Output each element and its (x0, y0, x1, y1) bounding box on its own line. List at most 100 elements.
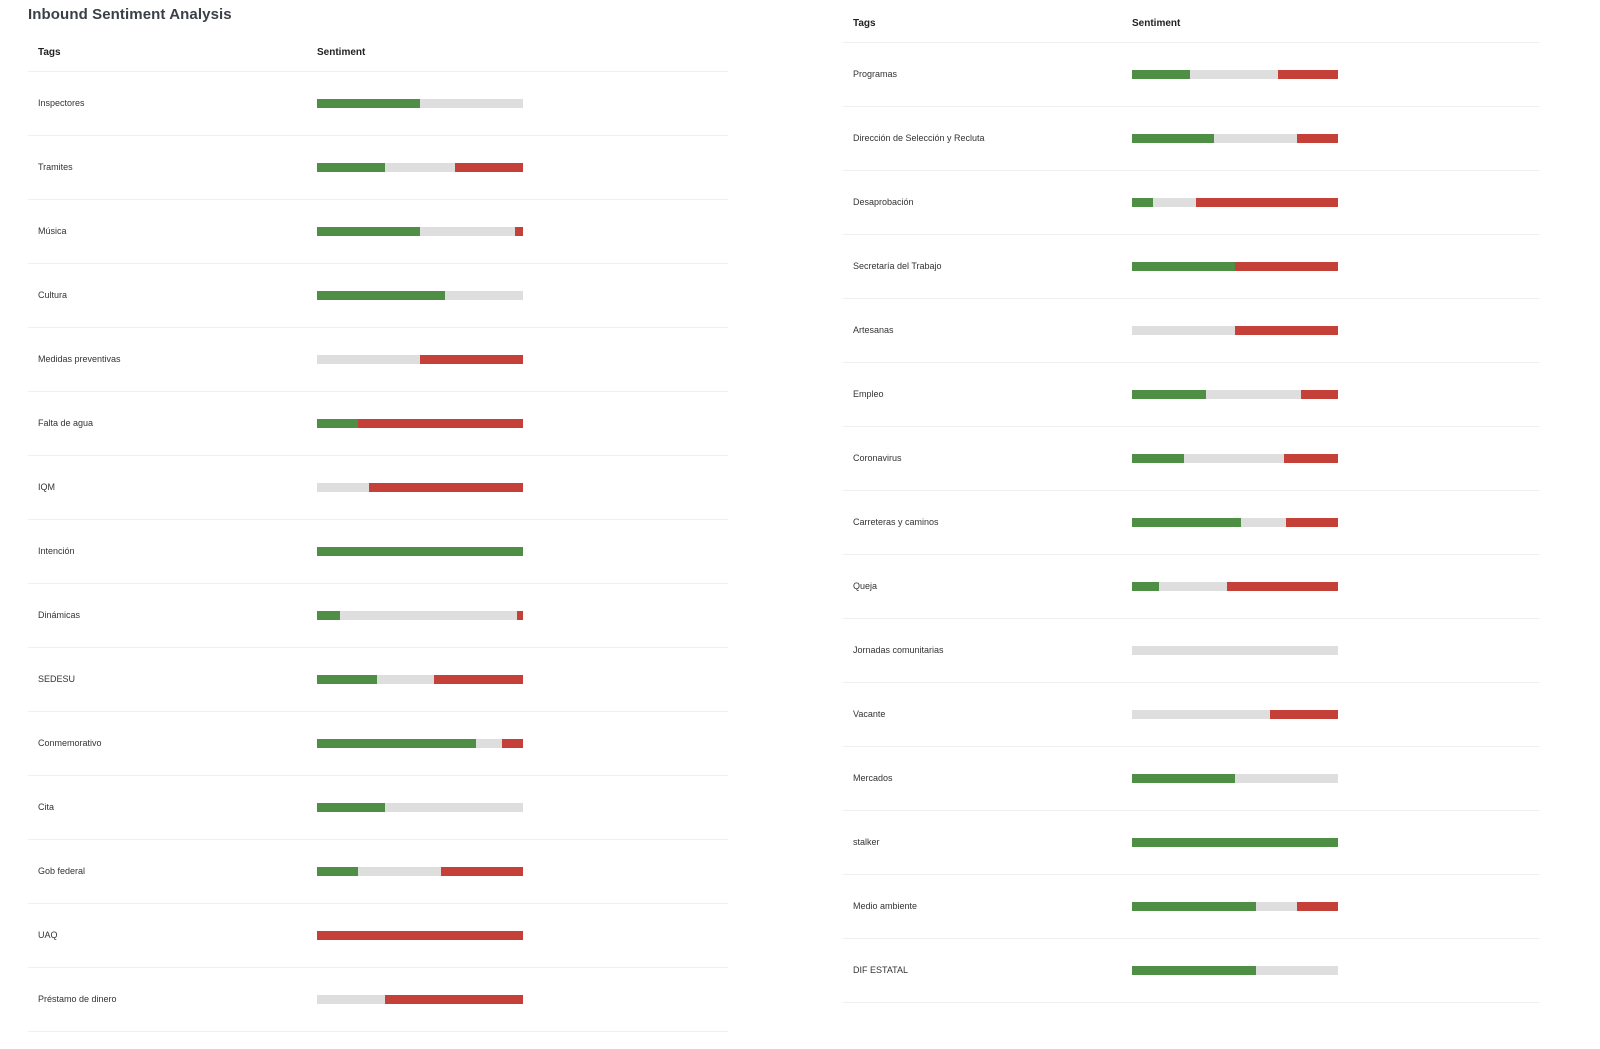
table-body: Inspectores Tramites Música Cultura Medidas … (28, 72, 728, 1032)
positive-segment (1132, 262, 1235, 271)
table-header: Tags Sentiment (843, 6, 1540, 43)
negative-segment (420, 355, 523, 364)
neutral-segment (1206, 390, 1301, 399)
tag-label: Programas (853, 69, 898, 79)
table-row: Tramites (28, 136, 728, 200)
negative-segment (516, 611, 523, 620)
negative-segment (514, 227, 523, 236)
tag-label: Medidas preventivas (38, 354, 121, 364)
table-row: Coronavirus (843, 427, 1540, 491)
positive-segment (317, 291, 445, 300)
negative-segment (455, 163, 523, 172)
sentiment-bar (317, 803, 523, 812)
tag-label: IQM (38, 482, 55, 492)
tag-label: UAQ (38, 930, 58, 940)
tag-label: Intención (38, 546, 75, 556)
sentiment-bar (1132, 710, 1338, 719)
negative-segment (1278, 70, 1338, 79)
positive-segment (317, 675, 377, 684)
sentiment-bar (1132, 902, 1338, 911)
table-row: Intención (28, 520, 728, 584)
positive-segment (1132, 134, 1215, 143)
sentiment-bar (1132, 70, 1338, 79)
positive-segment (317, 611, 340, 620)
sentiment-bar (317, 611, 523, 620)
neutral-segment (376, 675, 435, 684)
neutral-segment (358, 867, 441, 876)
table-row: Medidas preventivas (28, 328, 728, 392)
positive-segment (317, 227, 420, 236)
negative-segment (1296, 134, 1338, 143)
neutral-segment (317, 995, 385, 1004)
sentiment-bar (1132, 582, 1338, 591)
tag-label: Mercados (853, 773, 893, 783)
negative-segment (434, 675, 523, 684)
sentiment-bar (317, 99, 523, 108)
table-row: Dinámicas (28, 584, 728, 648)
negative-segment (440, 867, 523, 876)
positive-segment (1132, 70, 1190, 79)
tag-label: Cita (38, 802, 55, 812)
table-header: Tags Sentiment (28, 35, 728, 72)
neutral-segment (1241, 518, 1287, 527)
tag-label: Medio ambiente (853, 901, 918, 911)
positive-segment (1132, 390, 1207, 399)
negative-segment (368, 483, 523, 492)
tag-label: Artesanas (853, 325, 894, 335)
table-row: Carreteras y caminos (843, 491, 1540, 555)
table-row: Música (28, 200, 728, 264)
neutral-segment (384, 803, 523, 812)
neutral-segment (420, 227, 515, 236)
tag-label: Secretaría del Trabajo (853, 261, 942, 271)
tag-label: Conmemorativo (38, 738, 102, 748)
neutral-segment (1158, 582, 1227, 591)
table-row: UAQ (28, 904, 728, 968)
sentiment-bar (1132, 774, 1338, 783)
tags-column-header: Tags (38, 47, 61, 58)
table-row: Préstamo de dinero (28, 968, 728, 1032)
table-row: Gob federal (28, 840, 728, 904)
neutral-segment (1132, 710, 1271, 719)
tag-label: Carreteras y caminos (853, 517, 939, 527)
table-row: Mercados (843, 747, 1540, 811)
tag-label: SEDESU (38, 674, 76, 684)
table-row: Medio ambiente (843, 875, 1540, 939)
table-row: Artesanas (843, 299, 1540, 363)
positive-segment (317, 739, 476, 748)
sentiment-bar (1132, 518, 1338, 527)
positive-segment (317, 867, 359, 876)
negative-segment (358, 419, 523, 428)
negative-segment (1235, 262, 1338, 271)
table-row: Desaprobación (843, 171, 1540, 235)
negative-segment (1270, 710, 1338, 719)
sentiment-bar (1132, 646, 1338, 655)
page-title: Inbound Sentiment Analysis (28, 6, 232, 23)
sentiment-bar (317, 931, 523, 940)
positive-segment (1132, 966, 1256, 975)
table-row: Queja (843, 555, 1540, 619)
neutral-segment (1132, 646, 1338, 655)
sentiment-bar (317, 867, 523, 876)
sentiment-bar (1132, 454, 1338, 463)
sentiment-bar (1132, 390, 1338, 399)
sentiment-bar (317, 419, 523, 428)
table-row: Conmemorativo (28, 712, 728, 776)
table-row: SEDESU (28, 648, 728, 712)
table-row: Empleo (843, 363, 1540, 427)
neutral-segment (444, 291, 523, 300)
positive-segment (1132, 198, 1153, 207)
sentiment-bar (317, 483, 523, 492)
positive-segment (1132, 838, 1338, 847)
neutral-segment (1255, 902, 1297, 911)
tags-column-header: Tags (853, 18, 876, 29)
positive-segment (317, 547, 523, 556)
sentiment-bar (317, 547, 523, 556)
neutral-segment (317, 483, 369, 492)
neutral-segment (1255, 966, 1338, 975)
positive-segment (317, 419, 359, 428)
sentiment-column-header: Sentiment (317, 47, 366, 58)
sentiment-bar (1132, 838, 1338, 847)
neutral-segment (339, 611, 517, 620)
sentiment-bar (317, 227, 523, 236)
negative-segment (1296, 902, 1338, 911)
